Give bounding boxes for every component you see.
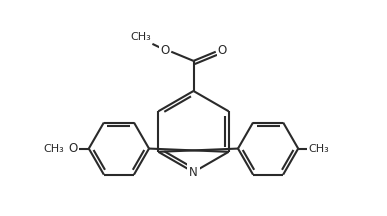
Text: CH₃: CH₃ — [43, 144, 64, 154]
Text: O: O — [160, 44, 169, 57]
Text: O: O — [218, 44, 227, 57]
Text: O: O — [68, 142, 78, 155]
Text: CH₃: CH₃ — [308, 144, 329, 154]
Text: CH₃: CH₃ — [130, 32, 151, 42]
Text: N: N — [189, 166, 198, 179]
